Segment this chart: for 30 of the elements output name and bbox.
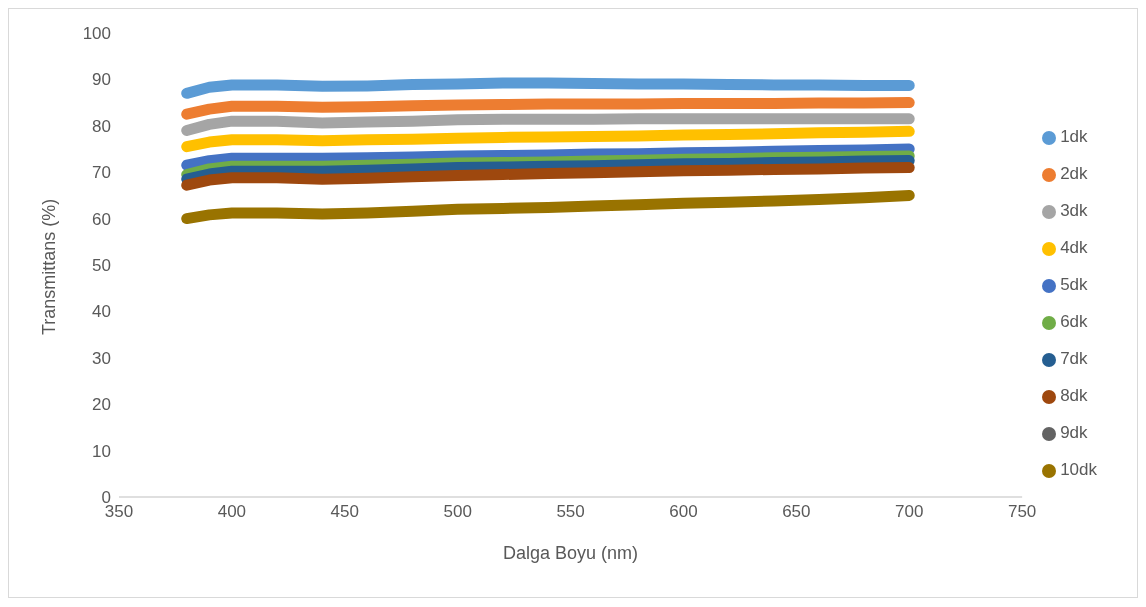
legend-label: 5dk	[1060, 275, 1088, 294]
y-tick-label: 70	[92, 163, 111, 183]
legend-label: 7dk	[1060, 349, 1088, 368]
y-tick-label: 90	[92, 70, 111, 90]
legend-label: 10dk	[1060, 460, 1097, 479]
x-tick-label: 600	[669, 502, 698, 522]
x-tick-label: 750	[1007, 502, 1037, 522]
x-tick-label: 400	[217, 502, 247, 522]
x-tick-label: 700	[895, 502, 924, 522]
legend-label: 8dk	[1060, 386, 1088, 405]
y-tick-label: 60	[92, 209, 111, 229]
y-tick-label: 80	[92, 116, 111, 136]
x-tick-label: 450	[330, 502, 359, 522]
legend-label: 9dk	[1060, 423, 1088, 442]
y-tick-label: 100	[82, 24, 111, 44]
legend-label: 1dk	[1060, 127, 1088, 146]
y-axis-title: Transmittans (%)	[39, 198, 60, 335]
x-tick-label: 650	[782, 502, 811, 522]
y-tick-label: 10	[92, 441, 111, 461]
legend-label: 6dk	[1060, 312, 1088, 331]
legend-label: 3dk	[1060, 201, 1088, 220]
y-tick-label: 40	[92, 302, 111, 322]
x-tick-label: 550	[556, 502, 585, 522]
x-axis-title: Dalga Boyu (nm)	[503, 543, 639, 563]
y-tick-label: 50	[92, 256, 111, 276]
x-tick-label: 500	[443, 502, 472, 522]
y-tick-label: 20	[92, 395, 111, 415]
legend-label: 4dk	[1060, 238, 1088, 257]
y-tick-label: 30	[92, 348, 111, 368]
legend-label: 2dk	[1060, 164, 1088, 183]
